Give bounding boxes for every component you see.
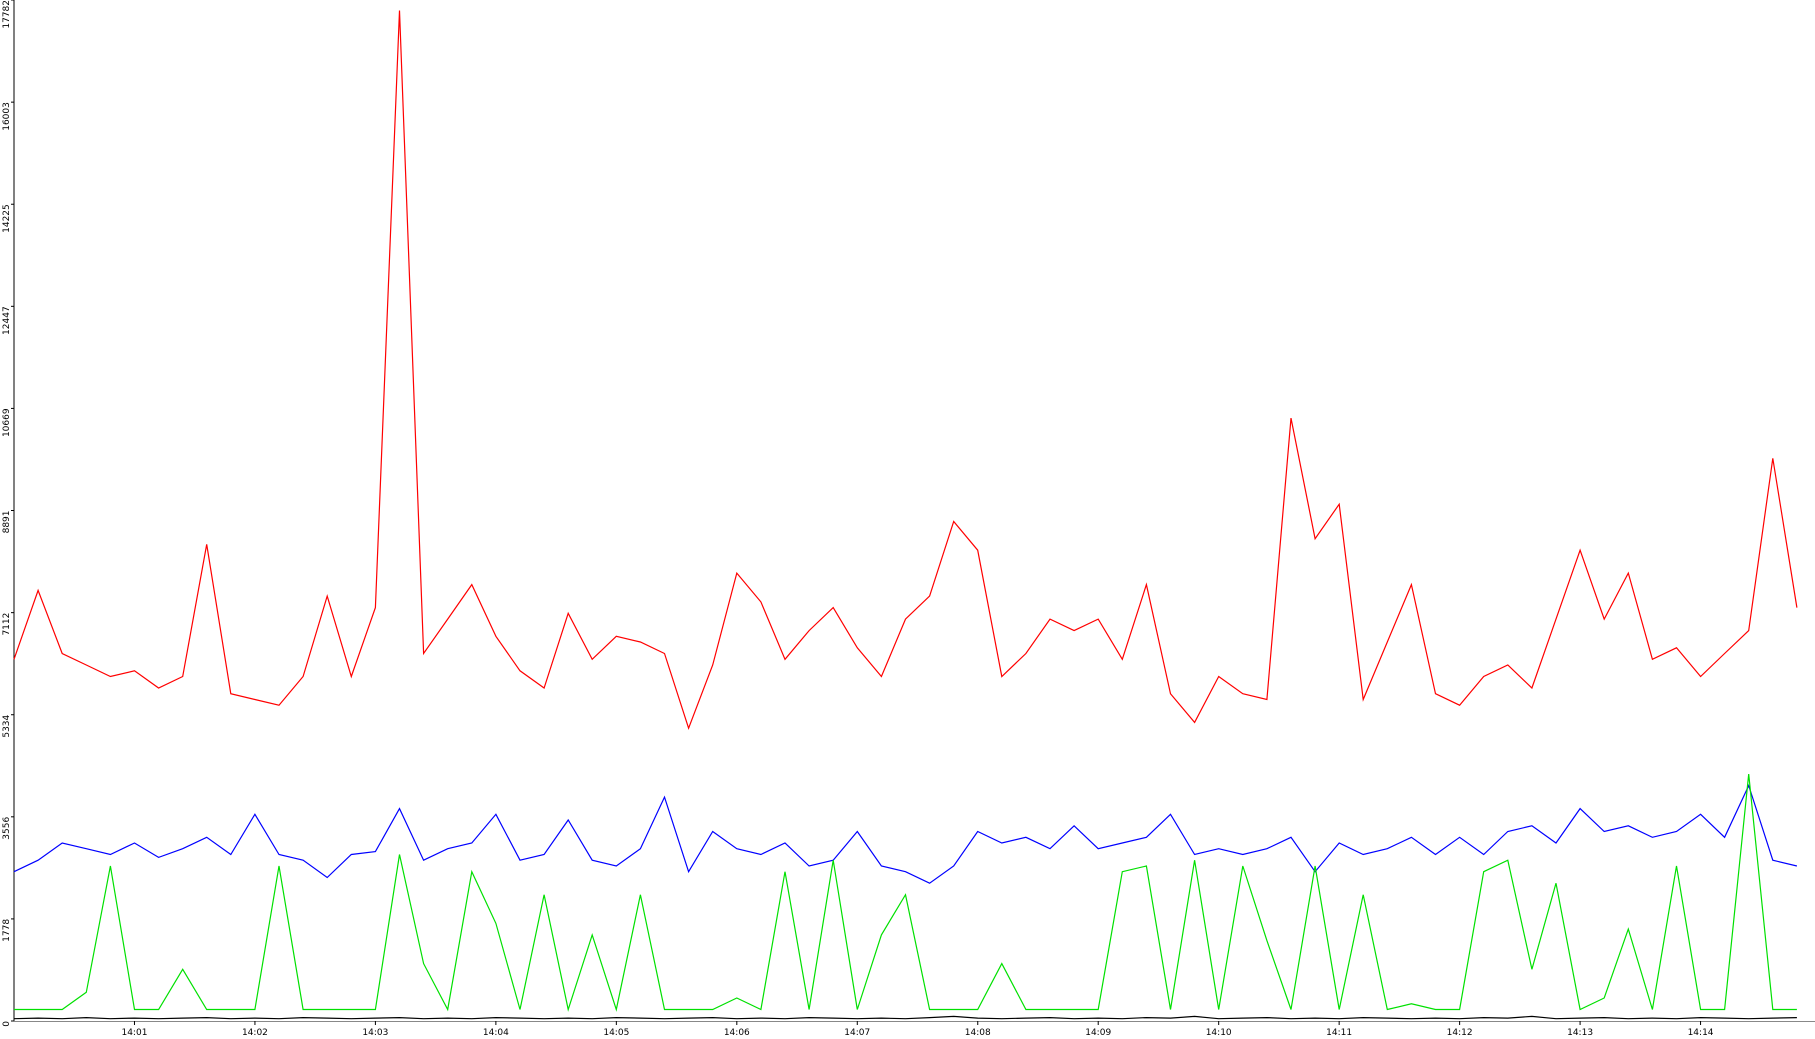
x-tick-label: 14:11 (1326, 1028, 1352, 1038)
y-tick-label: 7112 (2, 613, 12, 636)
x-tick-label: 14:08 (965, 1028, 991, 1038)
x-tick-label: 14:12 (1447, 1028, 1473, 1038)
x-tick-label: 14:13 (1567, 1028, 1593, 1038)
y-tick-label: 14225 (2, 204, 12, 233)
x-tick-label: 14:10 (1206, 1028, 1232, 1038)
x-tick-label: 14:09 (1085, 1028, 1111, 1038)
x-tick-label: 14:04 (483, 1028, 509, 1038)
x-tick-label: 14:02 (242, 1028, 268, 1038)
series-line (13, 1015, 1797, 1020)
y-tick-label: 17782 (2, 0, 12, 29)
series-line (13, 10, 1798, 731)
y-tick-label: 5334 (2, 714, 12, 737)
y-tick-label: 1778 (2, 919, 12, 942)
x-tick-label: 14:06 (724, 1028, 750, 1038)
y-tick-label: 10669 (2, 408, 12, 437)
x-tick-label: 14:07 (844, 1028, 870, 1038)
x-tick-label: 14:03 (362, 1028, 388, 1038)
series-line (14, 774, 1797, 1012)
x-tick-label: 14:14 (1688, 1028, 1714, 1038)
x-tick-label: 14:01 (121, 1028, 147, 1038)
y-tick-label: 0 (2, 1021, 12, 1027)
series-line (13, 783, 1798, 884)
y-tick-label: 8891 (2, 511, 12, 534)
x-tick-label: 14:05 (603, 1028, 629, 1038)
y-tick-label: 16003 (2, 102, 12, 131)
y-tick-label: 12447 (2, 306, 12, 335)
y-tick-label: 3556 (2, 817, 12, 840)
